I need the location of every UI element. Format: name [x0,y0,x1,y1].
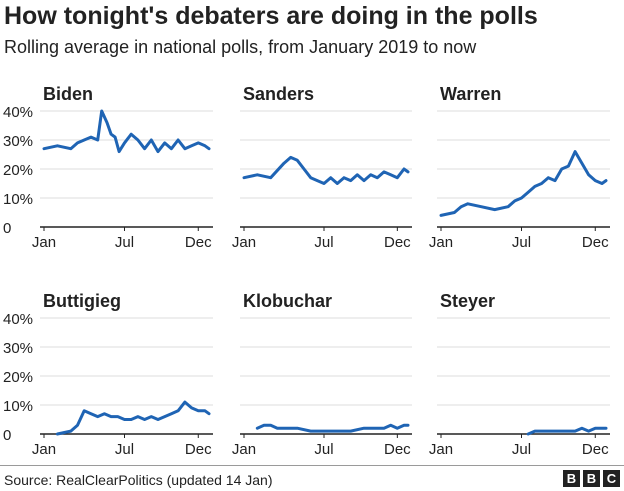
x-tick-label: Jan [32,441,56,458]
logo-letter: B [583,470,600,487]
x-tick-label: Jul [115,441,134,458]
panel-title: Sanders [243,84,314,104]
x-tick-label: Dec [384,234,411,251]
panel-biden: 0 10% 20% 30% 40% Jan Jul Dec Biden [3,84,213,251]
page-title: How tonight's debaters are doing in the … [4,2,538,30]
footer-divider [0,465,624,466]
y-tick-label: 40% [3,104,33,121]
panel-title: Biden [43,84,93,104]
panel-warren: Jan Jul Dec Warren [429,84,610,251]
panel-title: Buttigieg [43,291,121,311]
x-tick-label: Jul [512,234,531,251]
x-tick-label: Jan [429,441,453,458]
y-tick-label: 0 [3,427,11,444]
panel-klobuchar: Jan Jul Dec Klobuchar [232,291,412,458]
y-tick-label: 20% [3,162,33,179]
panel-title: Warren [440,84,501,104]
y-tick-label: 30% [3,133,33,150]
logo-letter: C [603,470,620,487]
y-tick-label: 40% [3,311,33,328]
y-tick-label: 20% [3,369,33,386]
x-tick-label: Jul [115,234,134,251]
x-tick-label: Dec [384,441,411,458]
small-multiples-chart: 0 10% 20% 30% 40% Jan Jul Dec Biden Jan Jul Dec Sand… [3,84,610,458]
series-line [439,150,608,217]
x-tick-label: Dec [185,234,212,251]
series-line [255,423,410,433]
series-line [242,155,410,185]
panel-buttigieg: 0 10% 20% 30% 40% Jan Jul Dec Buttigieg [3,291,213,458]
x-tick-label: Jan [429,234,453,251]
x-tick-label: Jul [314,234,333,251]
y-tick-label: 10% [3,191,33,208]
series-line [55,400,211,436]
logo-letter: B [563,470,580,487]
y-tick-label: 30% [3,340,33,357]
panel-title: Klobuchar [243,291,332,311]
x-tick-label: Jan [232,234,256,251]
y-tick-label: 0 [3,220,11,237]
x-tick-label: Jul [512,441,531,458]
y-tick-label: 10% [3,398,33,415]
x-tick-label: Jul [314,441,333,458]
x-tick-label: Jan [32,234,56,251]
panel-steyer: Jan Jul Dec Steyer [429,291,610,458]
page-subtitle: Rolling average in national polls, from … [4,37,477,57]
panel-title: Steyer [440,291,495,311]
series-line [526,426,608,436]
bbc-logo: B B C [563,470,620,487]
source-note: Source: RealClearPolitics (updated 14 Ja… [4,472,273,488]
x-tick-label: Jan [232,441,256,458]
series-line [42,109,211,154]
x-tick-label: Dec [582,234,609,251]
panel-sanders: Jan Jul Dec Sanders [232,84,412,251]
x-tick-label: Dec [185,441,212,458]
x-tick-label: Dec [582,441,609,458]
